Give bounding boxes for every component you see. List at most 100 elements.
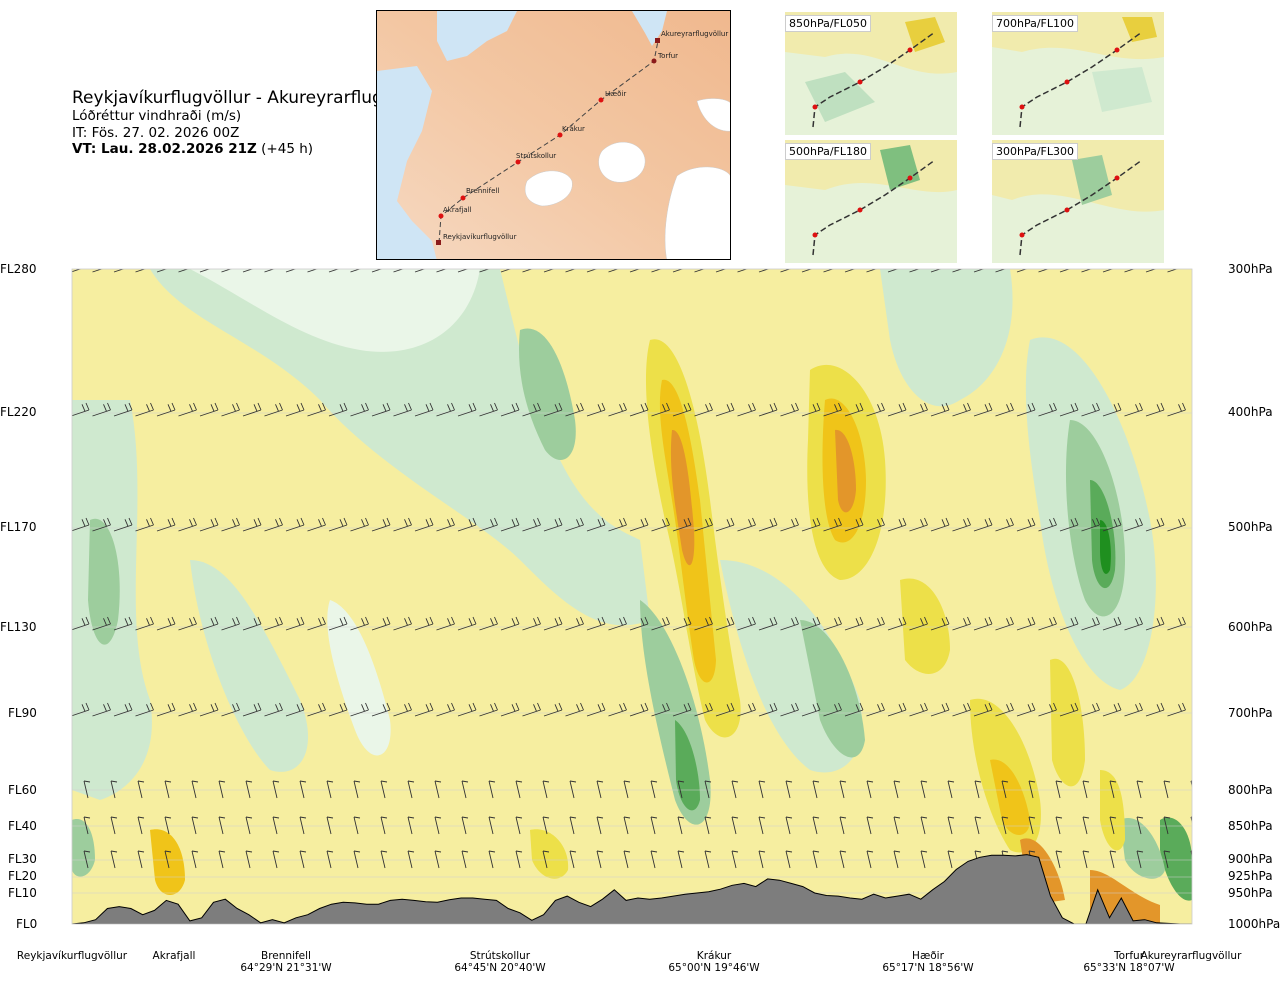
wind-barb <box>586 269 598 273</box>
wind-barb <box>434 850 442 869</box>
wind-barb <box>178 517 197 532</box>
wind-barb <box>542 780 550 799</box>
wind-barb <box>156 269 168 273</box>
x-loc-torfur: Torfur 65°33'N 18°07'W <box>1083 950 1175 974</box>
wind-barb <box>694 402 713 417</box>
wind-barb <box>1059 517 1079 532</box>
wind-barb <box>83 816 91 835</box>
wind-barb <box>758 702 778 717</box>
wind-barb <box>1055 780 1063 799</box>
wind-barb <box>307 402 326 417</box>
wind-barb <box>264 402 283 417</box>
wind-barb <box>823 702 842 717</box>
wind-barb <box>1016 517 1036 532</box>
wind-barb <box>677 780 685 799</box>
wind-barb <box>952 402 971 417</box>
wind-barb <box>72 702 90 717</box>
wind-barb <box>1081 269 1092 273</box>
wind-barb <box>522 616 541 631</box>
map-label-akureyri: Akureyrarflugvöllur <box>661 30 728 38</box>
wind-barb <box>407 850 415 869</box>
wind-barb <box>866 702 885 717</box>
wind-barb <box>1124 616 1143 631</box>
wind-barb <box>221 269 232 273</box>
wind-barb <box>758 850 766 869</box>
wind-barb <box>380 780 388 799</box>
y-tick-1000hpa: 1000hPa <box>1228 917 1280 931</box>
wind-barb <box>1081 402 1100 417</box>
wind-barb <box>672 517 692 532</box>
wind-barb <box>737 702 756 717</box>
wind-barb <box>350 517 369 532</box>
wind-barb <box>1038 517 1057 532</box>
wind-barb <box>672 402 692 417</box>
wind-barb <box>199 517 219 532</box>
wind-barb <box>457 616 477 631</box>
y-tick-fl60: FL60 <box>8 783 37 797</box>
wind-barb <box>83 850 91 869</box>
wind-barb <box>522 269 533 273</box>
wind-barb <box>1136 816 1144 835</box>
wind-barb <box>909 616 928 631</box>
wind-barb <box>651 517 670 532</box>
wind-barb <box>1001 780 1009 799</box>
wind-barb <box>500 269 512 273</box>
wind-barb <box>1016 702 1036 717</box>
wind-barb <box>812 850 820 869</box>
wind-barb <box>350 616 369 631</box>
route-title: Reykjavíkurflugvöllur - Akureyrarflugvöl… <box>72 88 431 108</box>
wind-barb <box>1081 517 1100 532</box>
wind-barb <box>113 702 133 717</box>
wind-barb <box>866 517 885 532</box>
wind-barb <box>72 269 82 273</box>
x-loc-brennifell: Brennifell 64°29'N 21°31'W <box>240 950 332 974</box>
level-map-label: 850hPa/FL050 <box>785 15 872 32</box>
y-tick-850hpa: 850hPa <box>1228 819 1273 833</box>
waypoint-marker <box>436 240 441 245</box>
wind-barb <box>565 517 584 532</box>
wind-barb <box>866 780 874 799</box>
wind-barb <box>1109 816 1117 835</box>
wind-barb <box>1028 816 1036 835</box>
wind-barb <box>737 269 748 273</box>
wind-barb <box>307 702 326 717</box>
wind-barb <box>887 702 907 717</box>
y-tick-600hpa: 600hPa <box>1228 620 1273 634</box>
wind-barb <box>623 816 631 835</box>
wind-barb <box>629 269 641 273</box>
wind-barb <box>1082 816 1090 835</box>
wind-barb <box>995 616 1014 631</box>
chart-header: Reykjavíkurflugvöllur - Akureyrarflugvöl… <box>72 88 431 157</box>
map-label-haedir: Hæðir <box>605 90 626 98</box>
wind-barb <box>543 517 563 532</box>
wind-barb <box>156 517 176 532</box>
wind-barb <box>393 702 412 717</box>
wind-barb <box>135 616 154 631</box>
wind-barb <box>823 517 842 532</box>
wind-barb <box>672 269 684 273</box>
wind-barb <box>586 616 606 631</box>
wind-barb <box>299 780 307 799</box>
wind-barb <box>586 517 606 532</box>
wind-barb <box>1038 269 1049 273</box>
wind-barb <box>930 702 950 717</box>
wind-barb <box>542 816 550 835</box>
x-loc-haedir: Hæðir 65°17'N 18°56'W <box>882 950 974 974</box>
wind-barb <box>1109 850 1117 869</box>
wind-barb <box>307 517 326 532</box>
wind-barb <box>178 402 197 417</box>
wind-barb <box>731 816 739 835</box>
wind-barb <box>1001 816 1009 835</box>
wind-barb <box>436 269 447 273</box>
wind-barb <box>113 402 133 417</box>
wind-barb <box>371 616 391 631</box>
wind-barb <box>353 816 361 835</box>
wind-barb <box>1145 269 1157 273</box>
wind-barb <box>461 816 469 835</box>
wind-barb <box>436 402 455 417</box>
wind-barb <box>522 702 541 717</box>
wind-barb <box>245 850 253 869</box>
wind-barb <box>623 850 631 869</box>
wind-barb <box>758 269 770 273</box>
wind-barb <box>515 850 523 869</box>
